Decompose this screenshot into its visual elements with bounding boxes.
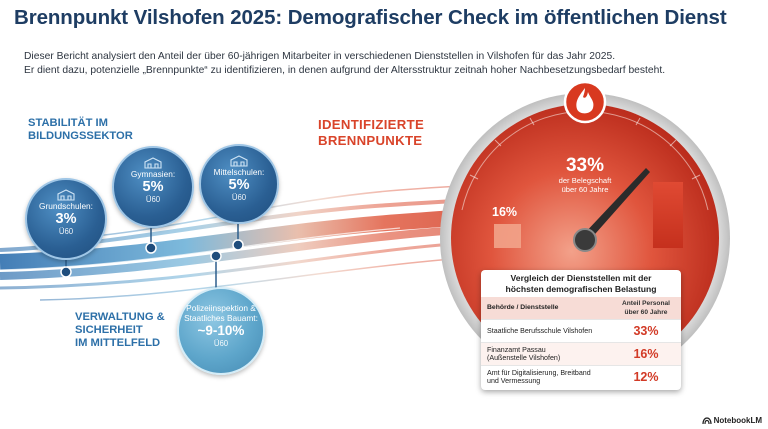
header-share-line-1: Anteil Personal xyxy=(621,300,670,307)
header-share-line-2: über 60 Jahre xyxy=(624,309,668,316)
school-icon xyxy=(144,157,162,169)
row-value: 33% xyxy=(633,323,659,338)
bubble-grundschulen: Grundschulen: 3% Ü60 xyxy=(25,178,107,260)
intro-line-1: Dieser Bericht analysiert den Anteil der… xyxy=(24,51,616,62)
row-value: 16% xyxy=(633,346,659,361)
table-title-line-2: höchsten demografischen Belastung xyxy=(505,283,657,294)
administration-heading: VERWALTUNG & SICHERHEIT IM MITTELFELD xyxy=(75,311,165,350)
bubble-sub: Ü60 xyxy=(58,227,74,236)
table-title-line-1: Vergleich der Dienststellen mit der xyxy=(510,273,652,283)
table-row: Amt für Digitalisierung, Breitband und V… xyxy=(481,365,681,388)
bubble-polizei-bauamt: Polizeiinspektion & Staatliches Bauamt: … xyxy=(177,287,265,375)
header-share: Anteil Personal über 60 Jahre xyxy=(611,299,681,317)
bubble-label-line-1: Polizeiinspektion & xyxy=(186,303,256,313)
hotspots-heading-line-1: IDENTIFIZIERTE xyxy=(318,117,425,132)
bubble-sub: Ü60 xyxy=(231,193,247,202)
header-authority: Behörde / Dienststelle xyxy=(487,303,559,311)
administration-heading-line-2: SICHERHEIT xyxy=(75,324,143,336)
gauge-main-value: 33% xyxy=(565,155,605,176)
gauge-main-readout: 33% der Belegschaft über 60 Jahre xyxy=(545,155,625,194)
gauge-ticks xyxy=(469,117,701,180)
school-icon xyxy=(230,155,248,167)
school-icon xyxy=(57,189,75,201)
brand-name: NotebookLM xyxy=(713,416,762,425)
hotspots-heading: IDENTIFIZIERTE BRENNPUNKTE xyxy=(318,117,424,149)
education-heading: STABILITÄT IM BILDUNGSSEKTOR xyxy=(28,117,133,143)
row-authority-line-2: und Vermessung xyxy=(487,377,541,385)
table-title: Vergleich der Dienststellen mit der höch… xyxy=(481,270,681,297)
bubble-sub: Ü60 xyxy=(213,339,229,348)
hotspots-heading-line-2: BRENNPUNKTE xyxy=(318,133,423,148)
gauge-caption-line-1: der Belegschaft xyxy=(558,176,612,185)
intro-line-2: Er dient dazu, potenzielle „Brennpunkte“… xyxy=(24,65,666,76)
connector-dots xyxy=(60,239,244,278)
row-authority-line-1: Amt für Digitalisierung, Breitband xyxy=(487,368,591,377)
row-authority: Finanzamt Passau (Außenstelle Vilshofen) xyxy=(481,346,611,363)
bubble-label-line-2: Staatliches Bauamt: xyxy=(184,313,258,323)
notebooklm-icon xyxy=(701,416,712,424)
gauge-caption-line-2: über 60 Jahre xyxy=(561,185,609,194)
page-title: Brennpunkt Vilshofen 2025: Demografische… xyxy=(14,6,727,29)
row-authority-line-1: Finanzamt Passau xyxy=(487,345,546,354)
gauge-bar-left xyxy=(494,224,521,248)
bubble-label: Grundschulen: xyxy=(39,201,93,211)
table-header-row: Behörde / Dienststelle Anteil Personal ü… xyxy=(481,297,681,319)
education-heading-line-1: STABILITÄT IM xyxy=(28,117,108,129)
administration-heading-line-3: IM MITTELFELD xyxy=(75,337,161,349)
bubble-label: Mittelschulen: xyxy=(213,167,265,177)
bubble-value: 5% xyxy=(228,177,250,193)
row-authority-line-2: (Außenstelle Vilshofen) xyxy=(487,354,561,362)
administration-heading-line-1: VERWALTUNG & xyxy=(75,311,165,323)
bubble-value: ~9-10% xyxy=(197,323,245,338)
bubble-label: Gymnasien: xyxy=(130,169,176,179)
bubble-value: 3% xyxy=(55,211,77,227)
gauge-needle xyxy=(582,168,650,242)
gauge-hub xyxy=(573,228,597,252)
comparison-table: Vergleich der Dienststellen mit der höch… xyxy=(481,270,681,390)
row-authority: Amt für Digitalisierung, Breitband und V… xyxy=(481,369,611,386)
bubble-gymnasien: Gymnasien: 5% Ü60 xyxy=(112,146,194,228)
gauge-bar-right xyxy=(653,182,683,248)
brand-logo: NotebookLM xyxy=(701,416,762,425)
table-row: Finanzamt Passau (Außenstelle Vilshofen)… xyxy=(481,342,681,365)
education-heading-line-2: BILDUNGSSEKTOR xyxy=(28,130,133,142)
gauge-left-value: 16% xyxy=(492,205,518,219)
row-value: 12% xyxy=(633,369,659,384)
flame-icon xyxy=(563,80,607,124)
bubble-sub: Ü60 xyxy=(145,195,161,204)
table-row: Staatliche Berufsschule Vilshofen 33% xyxy=(481,319,681,342)
row-authority: Staatliche Berufsschule Vilshofen xyxy=(487,326,593,335)
bubble-value: 5% xyxy=(142,179,164,195)
bubble-mittelschulen: Mittelschulen: 5% Ü60 xyxy=(199,144,279,224)
